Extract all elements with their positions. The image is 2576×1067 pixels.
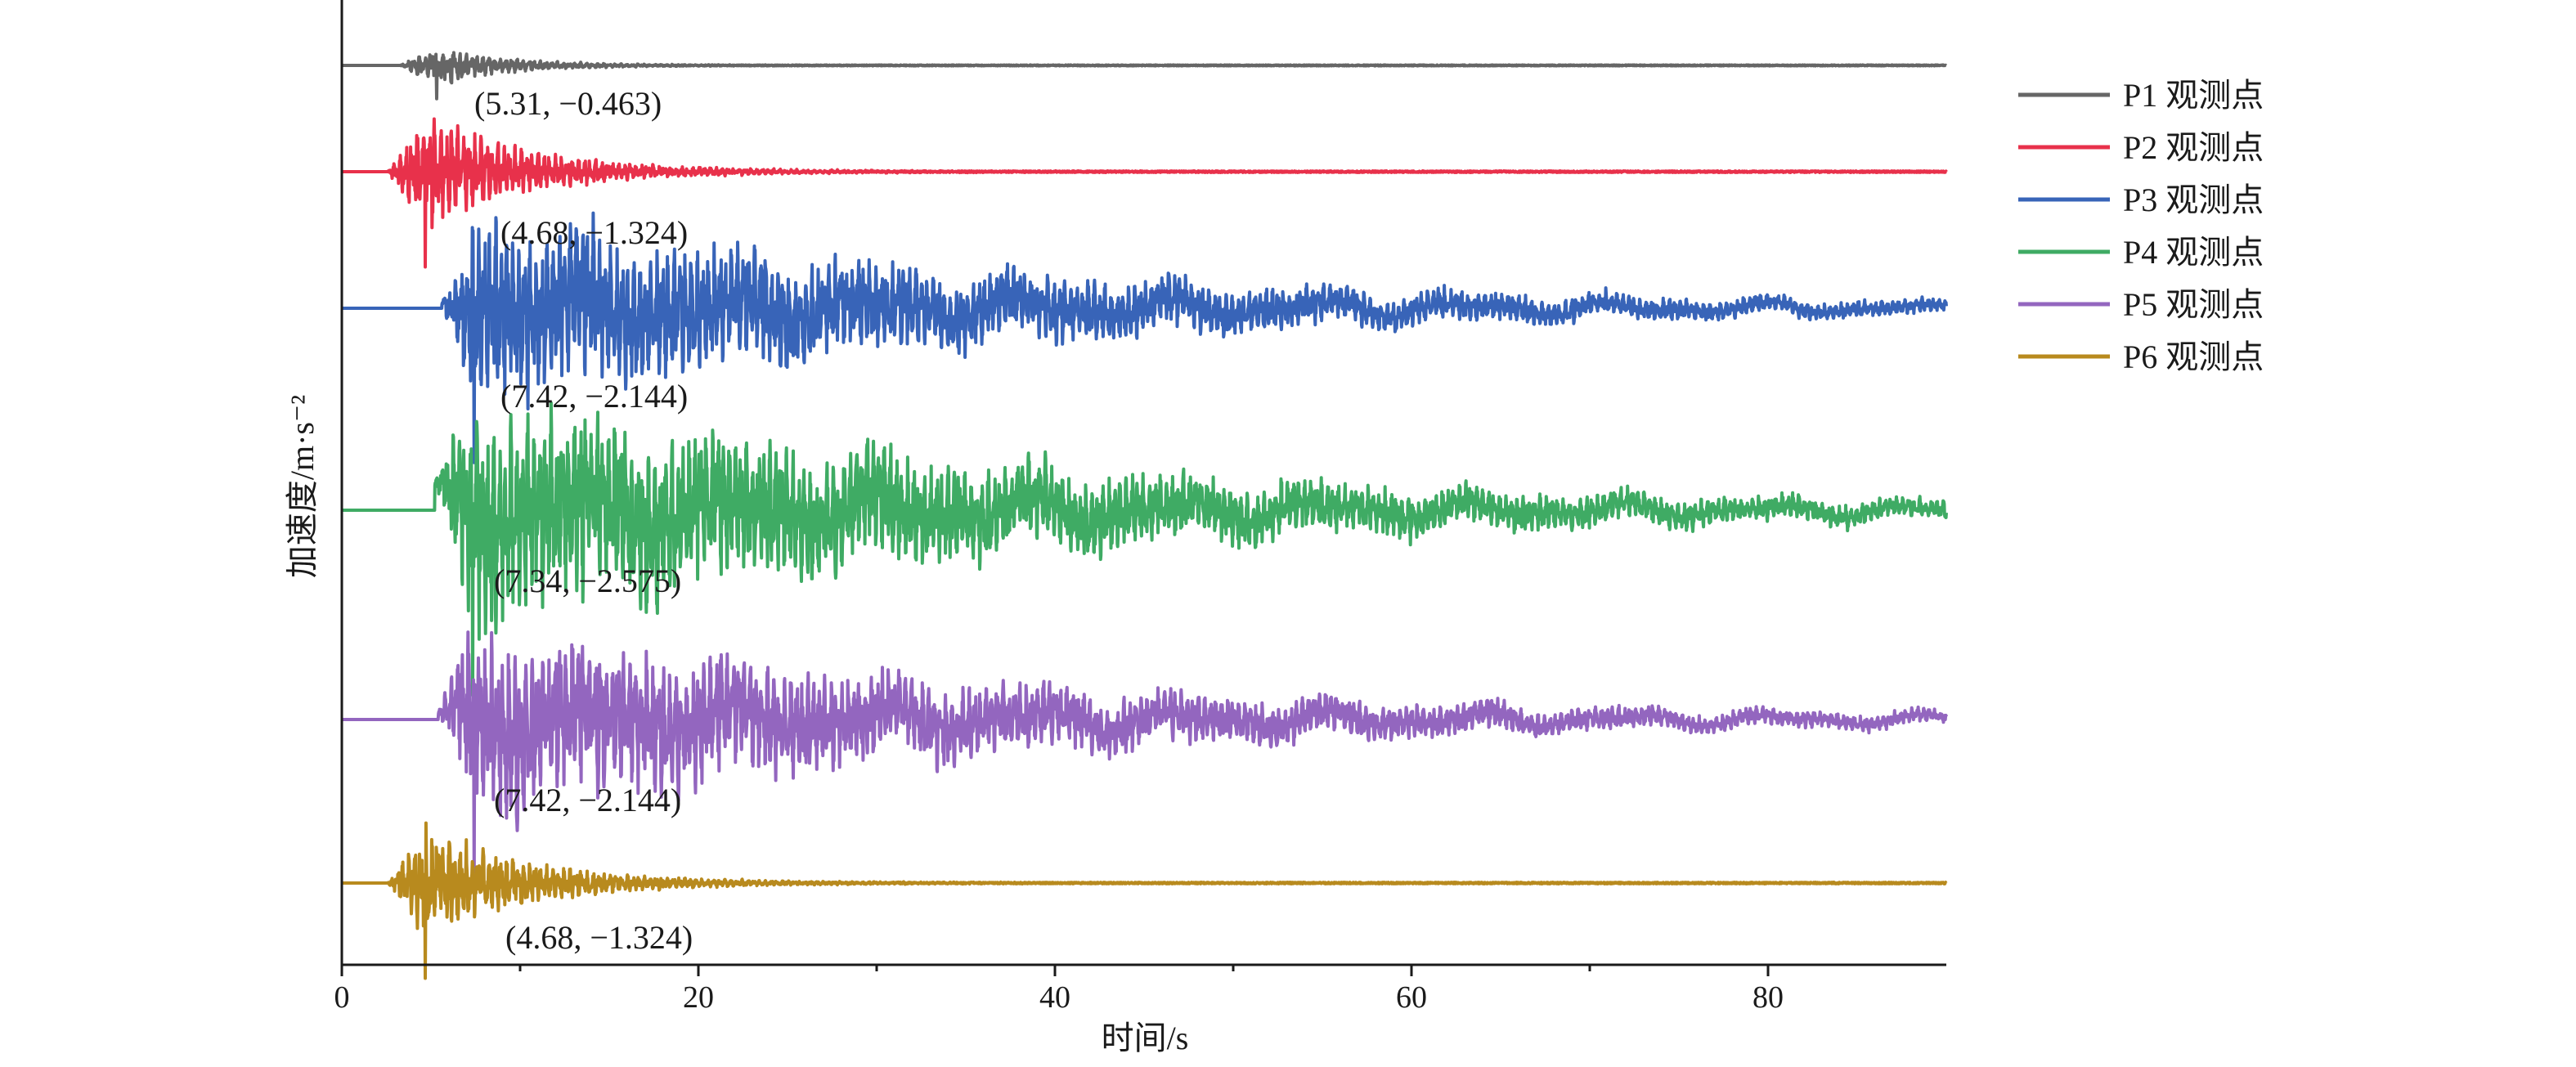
- series-line-p6: [340, 821, 1948, 980]
- legend: P1 观测点 P2 观测点 P3 观测点 P4 观测点 P5 观测点 P6 观测点: [2018, 77, 2264, 375]
- x-tick-label: 0: [334, 980, 350, 1015]
- legend-label-p5: P5 观测点: [2123, 286, 2264, 323]
- peak-annotation-p4: (7.34, −2.575): [494, 563, 681, 599]
- legend-label-p3: P3 观测点: [2123, 182, 2264, 218]
- peak-annotations: (5.31, −0.463) (4.68, −1.324) (7.42, −2.14…: [474, 85, 693, 956]
- y-axis-label: 加速度/m·s⁻²: [284, 395, 321, 578]
- series-line-p4: [340, 401, 1948, 697]
- peak-annotation-p3: (7.42, −2.144): [500, 378, 688, 415]
- x-tick-label: 60: [1396, 980, 1427, 1015]
- legend-label-p4: P4 观测点: [2123, 234, 2264, 271]
- legend-label-p2: P2 观测点: [2123, 129, 2264, 166]
- series-line-p2: [340, 117, 1948, 269]
- series-line-p1: [340, 51, 1948, 101]
- series-line-p5: [340, 630, 1948, 876]
- x-tick-label: 40: [1039, 980, 1070, 1015]
- series-line-p3: [340, 211, 1948, 464]
- peak-annotation-p6: (4.68, −1.324): [505, 919, 693, 956]
- x-tick-label: 80: [1752, 980, 1784, 1015]
- legend-label-p6: P6 观测点: [2123, 338, 2264, 375]
- x-tick-label: 20: [683, 980, 714, 1015]
- x-axis-label: 时间/s: [1102, 1020, 1189, 1056]
- peak-annotation-p1: (5.31, −0.463): [474, 85, 662, 122]
- peak-annotation-p5: (7.42, −2.144): [494, 782, 681, 818]
- peak-annotation-p2: (4.68, −1.324): [500, 214, 688, 251]
- legend-label-p1: P1 观测点: [2123, 77, 2264, 114]
- axes: 0 20 40 60 80: [334, 0, 1946, 1015]
- series-traces: [340, 51, 1948, 980]
